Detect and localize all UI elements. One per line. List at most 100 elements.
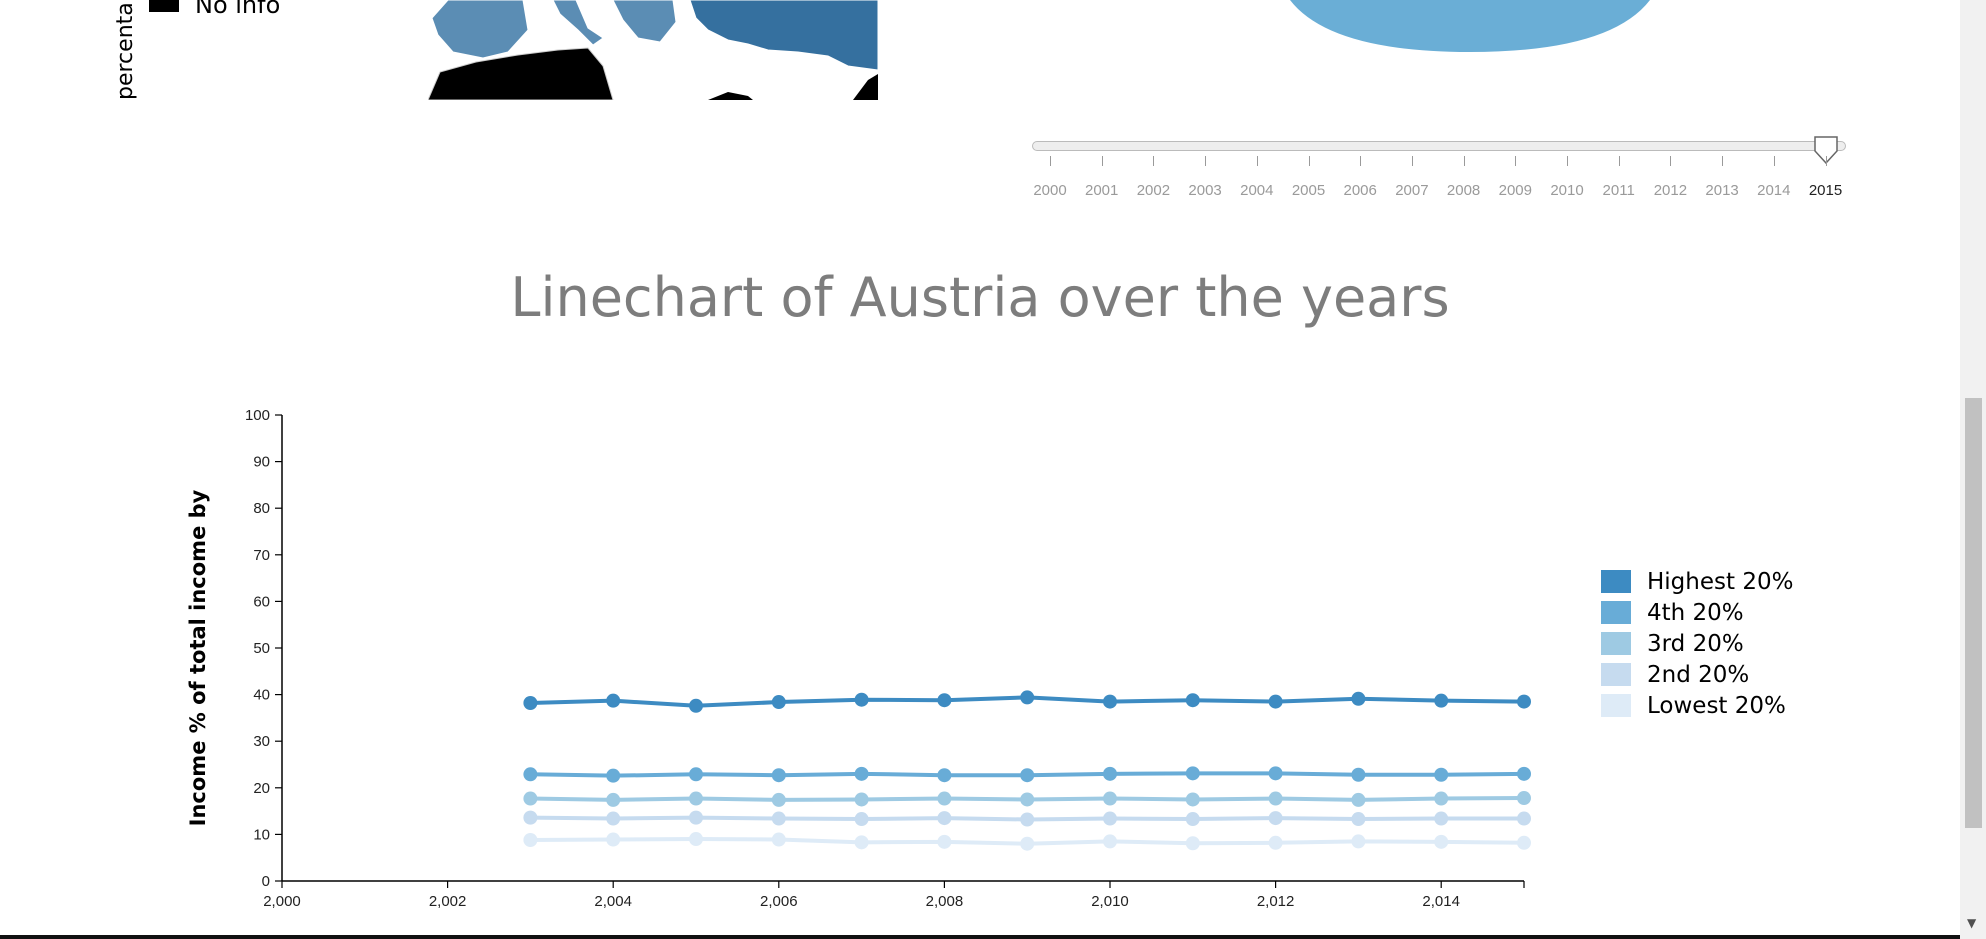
slider-handle[interactable] — [1812, 135, 1842, 171]
data-point[interactable] — [523, 767, 538, 782]
data-point[interactable] — [1517, 811, 1531, 826]
data-point[interactable] — [1268, 694, 1283, 709]
data-point[interactable] — [771, 811, 786, 826]
data-point[interactable] — [771, 832, 786, 847]
slider-year-label-2006[interactable]: 2006 — [1343, 182, 1377, 199]
series-0 — [523, 690, 1531, 713]
vertical-scrollbar[interactable]: ▼ — [1960, 0, 1986, 939]
data-point[interactable] — [1103, 694, 1117, 709]
slider-year-label-2009[interactable]: 2009 — [1498, 182, 1532, 199]
x-tick-label: 2,004 — [594, 893, 632, 910]
slider-year-label-2008[interactable]: 2008 — [1446, 182, 1481, 199]
data-point[interactable] — [1517, 835, 1531, 850]
data-point[interactable] — [1185, 836, 1200, 851]
data-point[interactable] — [523, 832, 538, 847]
y-tick-label: 30 — [253, 733, 270, 750]
data-point[interactable] — [1517, 791, 1531, 806]
slider-year-label-2000[interactable]: 2000 — [1033, 182, 1067, 199]
data-point[interactable] — [937, 768, 952, 783]
data-point[interactable] — [523, 810, 538, 825]
data-point[interactable] — [854, 835, 869, 850]
data-point[interactable] — [854, 692, 869, 707]
europe-map[interactable] — [428, 0, 878, 100]
data-point[interactable] — [606, 832, 621, 847]
data-point[interactable] — [523, 791, 538, 806]
data-point[interactable] — [1351, 834, 1366, 849]
pie-chart[interactable] — [1280, 0, 1660, 60]
slider-year-label-2003[interactable]: 2003 — [1188, 182, 1222, 199]
data-point[interactable] — [523, 695, 538, 710]
data-point[interactable] — [937, 693, 952, 708]
data-point[interactable] — [689, 698, 703, 713]
data-point[interactable] — [937, 811, 952, 826]
data-point[interactable] — [1351, 812, 1366, 827]
slider-year-label-2005[interactable]: 2005 — [1291, 182, 1326, 199]
slider-year-label-2011[interactable]: 2011 — [1602, 182, 1635, 199]
y-tick-label: 60 — [253, 593, 270, 610]
data-point[interactable] — [1434, 693, 1449, 708]
slider-tick-mark — [1205, 156, 1207, 166]
slider-year-label-2001[interactable]: 2001 — [1085, 182, 1119, 199]
data-point[interactable] — [1020, 768, 1035, 783]
slider-year-label-2007[interactable]: 2007 — [1395, 182, 1429, 199]
slider-year-label-2010[interactable]: 2010 — [1550, 182, 1584, 199]
data-point[interactable] — [1185, 812, 1200, 827]
data-point[interactable] — [1103, 811, 1117, 826]
slider-year-label-2012[interactable]: 2012 — [1653, 182, 1688, 199]
slider-tick-mark — [1256, 156, 1258, 166]
slider-tick-mark — [1722, 156, 1724, 166]
slider-track[interactable] — [1032, 141, 1846, 151]
data-point[interactable] — [1517, 694, 1531, 709]
data-point[interactable] — [771, 792, 786, 807]
data-point[interactable] — [689, 767, 703, 782]
data-point[interactable] — [771, 695, 786, 710]
data-point[interactable] — [1103, 766, 1117, 781]
data-point[interactable] — [1351, 691, 1366, 706]
data-point[interactable] — [689, 832, 703, 847]
map-vertical-label: percenta — [113, 2, 138, 100]
data-point[interactable] — [1434, 834, 1449, 849]
data-point[interactable] — [771, 768, 786, 783]
data-point[interactable] — [1268, 766, 1283, 781]
data-point[interactable] — [1103, 834, 1117, 849]
data-point[interactable] — [1434, 791, 1449, 806]
data-point[interactable] — [606, 768, 621, 783]
data-point[interactable] — [1517, 766, 1531, 781]
data-point[interactable] — [854, 792, 869, 807]
data-point[interactable] — [606, 693, 621, 708]
data-point[interactable] — [1020, 690, 1035, 705]
data-point[interactable] — [1185, 766, 1200, 781]
data-point[interactable] — [1434, 767, 1449, 782]
data-point[interactable] — [689, 791, 703, 806]
scroll-down-arrow-icon[interactable]: ▼ — [1967, 916, 1977, 930]
data-point[interactable] — [689, 810, 703, 825]
data-point[interactable] — [606, 811, 621, 826]
year-slider[interactable]: 2000 2001 2002 2003 2004 2005 2006 2007 2008 2009… — [1020, 130, 1900, 210]
data-point[interactable] — [854, 766, 869, 781]
slider-year-label-2014[interactable]: 2014 — [1757, 182, 1791, 199]
slider-year-label-2004[interactable]: 2004 — [1240, 182, 1274, 199]
legend-swatch — [1601, 663, 1631, 686]
slider-year-label-2002[interactable]: 2002 — [1136, 182, 1171, 199]
map-region-italy — [552, 0, 604, 46]
data-point[interactable] — [937, 834, 952, 849]
data-point[interactable] — [1020, 812, 1035, 827]
y-tick-label: 10 — [253, 826, 270, 843]
data-point[interactable] — [1185, 693, 1200, 708]
data-point[interactable] — [1103, 791, 1117, 806]
data-point[interactable] — [937, 791, 952, 806]
data-point[interactable] — [1434, 811, 1449, 826]
data-point[interactable] — [1020, 836, 1035, 851]
data-point[interactable] — [1268, 791, 1283, 806]
data-point[interactable] — [606, 792, 621, 807]
data-point[interactable] — [1351, 792, 1366, 807]
scroll-thumb[interactable] — [1965, 398, 1982, 828]
slider-year-label-2013[interactable]: 2013 — [1705, 182, 1739, 199]
data-point[interactable] — [1351, 767, 1366, 782]
data-point[interactable] — [1185, 792, 1200, 807]
data-point[interactable] — [854, 812, 869, 827]
data-point[interactable] — [1268, 811, 1283, 826]
data-point[interactable] — [1020, 792, 1035, 807]
data-point[interactable] — [1268, 835, 1283, 850]
slider-year-label-2015[interactable]: 2015 — [1808, 182, 1843, 199]
